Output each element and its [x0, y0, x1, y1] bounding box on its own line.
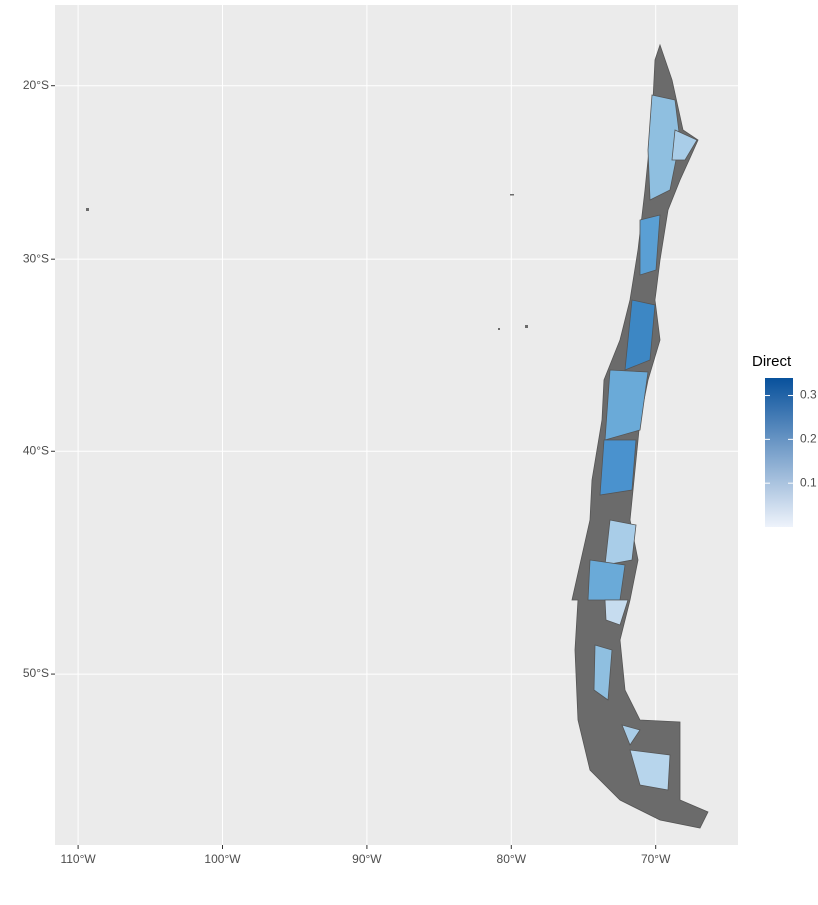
x-tick-label: 80°W	[497, 852, 527, 866]
x-tick-label: 110°W	[60, 852, 96, 866]
legend-title: Direct	[752, 353, 792, 370]
y-tick-label: 40°S	[23, 443, 49, 457]
y-tick-label: 30°S	[23, 251, 49, 265]
legend-tick-label: 0.1	[800, 475, 817, 489]
x-tick-label: 90°W	[352, 852, 382, 866]
legend-tick-label: 0.3	[800, 388, 817, 402]
y-tick-label: 20°S	[23, 78, 49, 92]
y-tick-label: 50°S	[23, 666, 49, 680]
legend-colorbar	[765, 378, 793, 527]
country-shape	[86, 43, 709, 829]
x-tick-label: 70°W	[641, 852, 671, 866]
legend-tick-label: 0.2	[800, 432, 817, 446]
x-tick-label: 100°W	[204, 852, 241, 866]
